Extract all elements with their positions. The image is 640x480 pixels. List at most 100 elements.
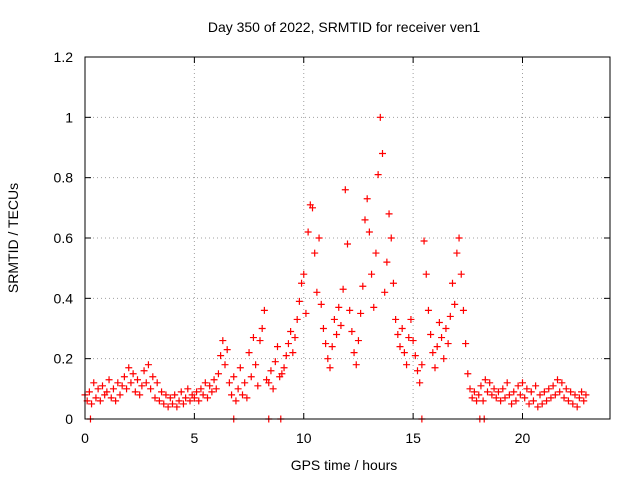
data-point: [317, 300, 325, 308]
data-point: [352, 361, 360, 369]
data-point: [333, 331, 341, 339]
y-tick-label: 1.2: [54, 49, 74, 65]
data-point: [214, 370, 222, 378]
data-point: [519, 379, 526, 387]
data-point: [578, 388, 586, 396]
data-point: [171, 391, 179, 399]
data-point: [245, 349, 253, 357]
data-point: [468, 394, 476, 402]
data-point: [582, 391, 590, 399]
data-point: [239, 391, 246, 399]
x-tick-label: 15: [405, 430, 421, 446]
data-point: [265, 379, 273, 387]
data-point: [400, 349, 408, 357]
data-point: [241, 379, 249, 387]
data-point: [147, 385, 155, 393]
data-point: [109, 385, 117, 393]
x-tick-label: 5: [190, 430, 198, 446]
data-point: [411, 352, 419, 360]
x-tick-label: 0: [81, 430, 89, 446]
data-point: [372, 249, 380, 257]
data-point: [324, 355, 332, 363]
data-point: [379, 150, 386, 158]
data-point: [125, 364, 133, 372]
y-tick-label: 0.8: [54, 170, 74, 186]
data-point: [256, 337, 264, 345]
data-point: [540, 388, 548, 396]
data-point: [455, 234, 463, 242]
data-point: [481, 376, 489, 384]
data-point: [127, 379, 135, 387]
data-point: [387, 234, 395, 242]
data-point: [549, 382, 557, 390]
data-point: [457, 270, 465, 278]
data-point: [313, 288, 321, 296]
data-point: [173, 403, 181, 411]
data-point: [260, 306, 268, 314]
data-point: [449, 279, 456, 287]
data-point: [252, 361, 260, 369]
data-point: [230, 373, 238, 381]
data-point: [197, 385, 205, 393]
y-axis-label: SRMTID / TECUs: [5, 183, 21, 293]
data-point: [554, 376, 561, 384]
data-point: [169, 400, 176, 408]
data-point: [374, 171, 382, 179]
data-point: [138, 382, 146, 390]
data-point: [414, 367, 421, 375]
data-point: [204, 394, 211, 402]
data-point: [278, 370, 286, 378]
data-point: [573, 403, 581, 411]
data-point: [350, 349, 358, 357]
data-point: [341, 186, 349, 194]
data-point: [580, 397, 588, 405]
data-point: [470, 388, 478, 396]
data-point: [136, 391, 144, 399]
data-point: [497, 397, 505, 405]
data-point: [357, 309, 365, 317]
data-point: [289, 349, 297, 357]
data-point: [140, 367, 148, 375]
y-tick-label: 1: [65, 109, 73, 125]
data-point: [85, 388, 93, 396]
data-point: [405, 334, 413, 342]
data-point: [368, 270, 376, 278]
data-point: [466, 385, 474, 393]
data-point: [508, 400, 516, 408]
plot-frame: [84, 56, 611, 420]
data-point: [271, 358, 279, 366]
data-point: [418, 361, 426, 369]
data-point: [424, 306, 432, 314]
data-point: [269, 385, 277, 393]
data-point: [184, 385, 192, 393]
data-point: [431, 364, 439, 372]
data-point: [545, 385, 553, 393]
data-point: [543, 397, 551, 405]
data-point: [433, 343, 441, 351]
data-point: [486, 379, 494, 387]
data-point: [376, 113, 384, 121]
data-point: [370, 303, 378, 311]
data-point: [420, 237, 428, 245]
data-point: [407, 315, 415, 323]
data-point: [309, 204, 316, 212]
data-point: [475, 391, 483, 399]
data-point: [492, 394, 500, 402]
x-tick-label: 10: [296, 430, 312, 446]
data-point: [199, 391, 207, 399]
data-point: [247, 373, 255, 381]
data-point: [223, 346, 231, 354]
data-point: [394, 331, 402, 339]
data-point: [217, 352, 225, 360]
data-point: [120, 373, 128, 381]
data-point: [298, 279, 306, 287]
data-point: [514, 382, 522, 390]
data-point: [459, 306, 467, 314]
data-point: [571, 391, 579, 399]
data-point: [164, 403, 172, 411]
grid-lines: [85, 57, 610, 419]
data-point: [429, 349, 437, 357]
data-point: [381, 288, 389, 296]
data-point: [442, 325, 450, 332]
